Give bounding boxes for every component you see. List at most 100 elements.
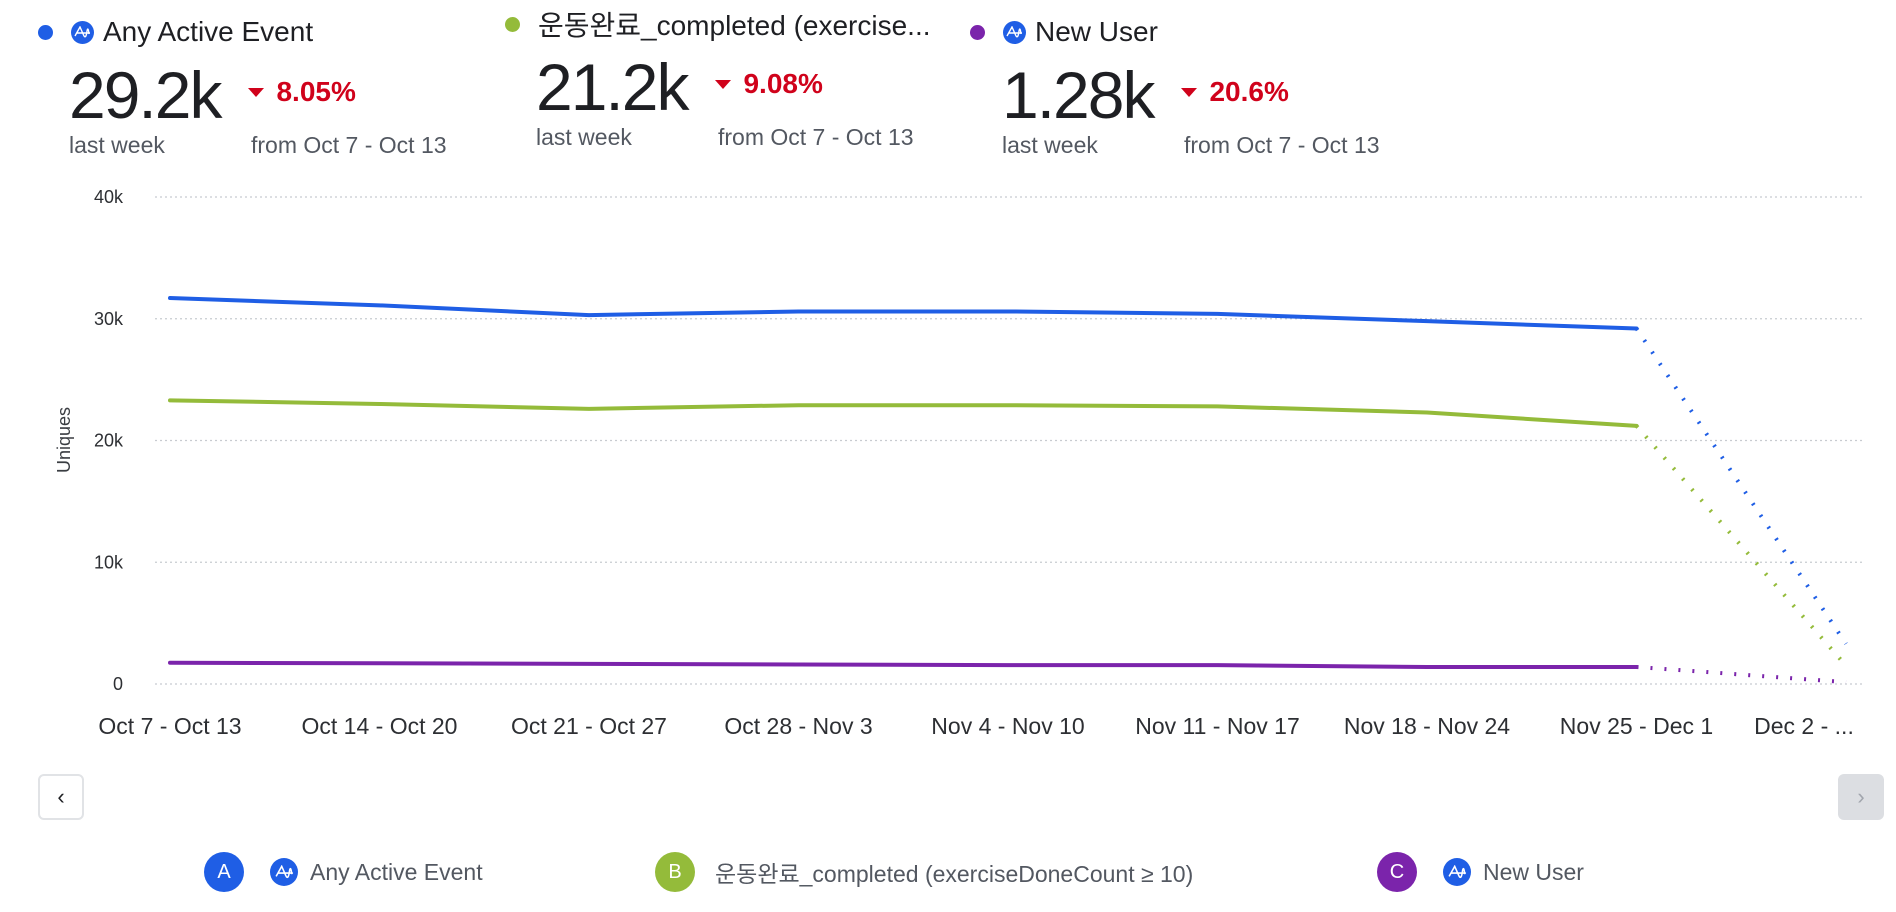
- data-point[interactable]: [1209, 656, 1227, 674]
- series-line[interactable]: [168, 296, 1639, 331]
- kpi-change: 8.05%: [248, 76, 356, 108]
- data-point[interactable]: [161, 289, 179, 307]
- kpi-change-value: 20.6%: [1209, 76, 1289, 107]
- data-point[interactable]: [371, 395, 389, 413]
- kpi-comparison: from Oct 7 - Oct 13: [1184, 132, 1380, 158]
- x-tick-label: Dec 2 - ...: [1754, 713, 1854, 739]
- legend-label: 운동완료_completed (exerciseDoneCount ≥ 10): [715, 861, 1194, 887]
- data-point[interactable]: [161, 391, 179, 409]
- kpi-comparison: from Oct 7 - Oct 13: [251, 132, 447, 158]
- y-tick-label: 40k: [94, 187, 124, 207]
- kpi-change: 20.6%: [1181, 76, 1289, 108]
- legend-item-b[interactable]: B 운동완료_completed (exerciseDoneCount ≥ 10…: [655, 852, 1193, 892]
- series-line[interactable]: [168, 398, 1639, 428]
- kpi-change-value: 8.05%: [276, 76, 356, 107]
- data-point[interactable]: [1209, 305, 1227, 323]
- series-color-dot: [38, 24, 53, 40]
- series-1[interactable]: [161, 391, 1855, 674]
- kpi-title[interactable]: 운동완료_completed (exercise...: [538, 10, 931, 41]
- chevron-left-icon: ‹: [57, 784, 65, 809]
- chevron-right-icon: ›: [1857, 784, 1865, 809]
- y-tick-label: 10k: [94, 552, 124, 572]
- series-2[interactable]: [161, 654, 1855, 691]
- y-axis-ticks: 0 10k 20k 30k 40k: [94, 187, 124, 694]
- kpi-comparison: from Oct 7 - Oct 13: [718, 124, 914, 150]
- kpi-period: last week: [536, 124, 632, 150]
- legend-badge: B: [655, 852, 695, 892]
- data-point[interactable]: [999, 396, 1017, 414]
- y-tick-label: 30k: [94, 309, 124, 329]
- data-point[interactable]: [371, 296, 389, 314]
- data-point[interactable]: [580, 306, 598, 324]
- amplitude-event-icon: [71, 20, 94, 44]
- series-incomplete-segment[interactable]: [1636, 664, 1847, 685]
- series-incomplete-segment[interactable]: [1634, 424, 1848, 668]
- series-lines: [161, 289, 1855, 691]
- legend-item-a[interactable]: A Any Active Event: [204, 852, 483, 892]
- x-tick-label: Oct 14 - Oct 20: [302, 713, 458, 739]
- data-point[interactable]: [790, 656, 808, 674]
- series-0[interactable]: [161, 289, 1855, 653]
- data-point[interactable]: [1628, 417, 1646, 435]
- kpi-any-active-event: Any Active Event 29.2k 8.05% last week f…: [38, 2, 447, 159]
- kpi-value: 1.28k: [1002, 58, 1155, 132]
- data-point[interactable]: [1418, 312, 1436, 330]
- kpi-change: 9.08%: [715, 68, 823, 100]
- data-point[interactable]: [999, 656, 1017, 674]
- y-axis-title: Uniques: [54, 407, 74, 473]
- amplitude-event-icon: [1003, 20, 1026, 44]
- series-color-dot: [505, 16, 520, 32]
- data-point[interactable]: [1837, 657, 1855, 675]
- data-point[interactable]: [1418, 403, 1436, 421]
- data-point[interactable]: [161, 654, 179, 672]
- x-tick-label: Nov 4 - Nov 10: [931, 713, 1084, 739]
- kpi-period: last week: [69, 132, 165, 158]
- kpi-value: 29.2k: [69, 58, 222, 132]
- kpi-exercise-completed: 운동완료_completed (exercise... 21.2k 9.08% …: [505, 0, 931, 151]
- amplitude-event-icon: [1443, 858, 1471, 886]
- series-line[interactable]: [168, 660, 1639, 669]
- kpi-change-value: 9.08%: [743, 68, 823, 99]
- series-incomplete-segment[interactable]: [1634, 327, 1848, 645]
- data-point[interactable]: [1837, 635, 1855, 653]
- y-tick-label: 0: [113, 674, 123, 694]
- next-page-button[interactable]: ›: [1838, 774, 1884, 820]
- data-point[interactable]: [999, 302, 1017, 320]
- x-tick-label: Oct 21 - Oct 27: [511, 713, 667, 739]
- previous-page-button[interactable]: ‹: [38, 774, 84, 820]
- down-arrow-icon: [715, 79, 732, 89]
- data-point[interactable]: [1628, 658, 1646, 676]
- kpi-period: last week: [1002, 132, 1098, 158]
- data-point[interactable]: [1837, 673, 1855, 691]
- x-tick-label: Nov 25 - Dec 1: [1560, 713, 1713, 739]
- kpi-title[interactable]: New User: [1035, 16, 1158, 47]
- data-point[interactable]: [1418, 658, 1436, 676]
- x-axis-ticks: Oct 7 - Oct 13 Oct 14 - Oct 20 Oct 21 - Oc…: [98, 713, 1853, 739]
- x-tick-label: Nov 11 - Nov 17: [1135, 713, 1299, 739]
- x-tick-label: Nov 18 - Nov 24: [1344, 713, 1510, 739]
- x-tick-label: Oct 7 - Oct 13: [98, 713, 241, 739]
- data-point[interactable]: [371, 654, 389, 672]
- data-point[interactable]: [790, 396, 808, 414]
- legend-item-c[interactable]: C New User: [1377, 852, 1584, 892]
- amplitude-event-icon: [270, 858, 298, 886]
- kpi-value: 21.2k: [536, 50, 689, 124]
- legend-badge: A: [204, 852, 244, 892]
- y-tick-label: 20k: [94, 431, 124, 451]
- kpi-new-user: New User 1.28k 20.6% last week from Oct …: [970, 2, 1380, 159]
- legend-label: Any Active Event: [310, 858, 483, 885]
- kpi-title[interactable]: Any Active Event: [103, 16, 314, 47]
- data-point[interactable]: [580, 655, 598, 673]
- data-point[interactable]: [580, 400, 598, 418]
- data-point[interactable]: [1209, 397, 1227, 415]
- gridlines: [155, 196, 1865, 685]
- down-arrow-icon: [248, 87, 265, 97]
- x-tick-label: Oct 28 - Nov 3: [724, 713, 872, 739]
- series-color-dot: [970, 24, 985, 40]
- down-arrow-icon: [1181, 87, 1198, 97]
- data-point[interactable]: [1628, 319, 1646, 337]
- legend-badge: C: [1377, 852, 1417, 892]
- data-point[interactable]: [790, 302, 808, 320]
- legend-label: New User: [1483, 858, 1584, 885]
